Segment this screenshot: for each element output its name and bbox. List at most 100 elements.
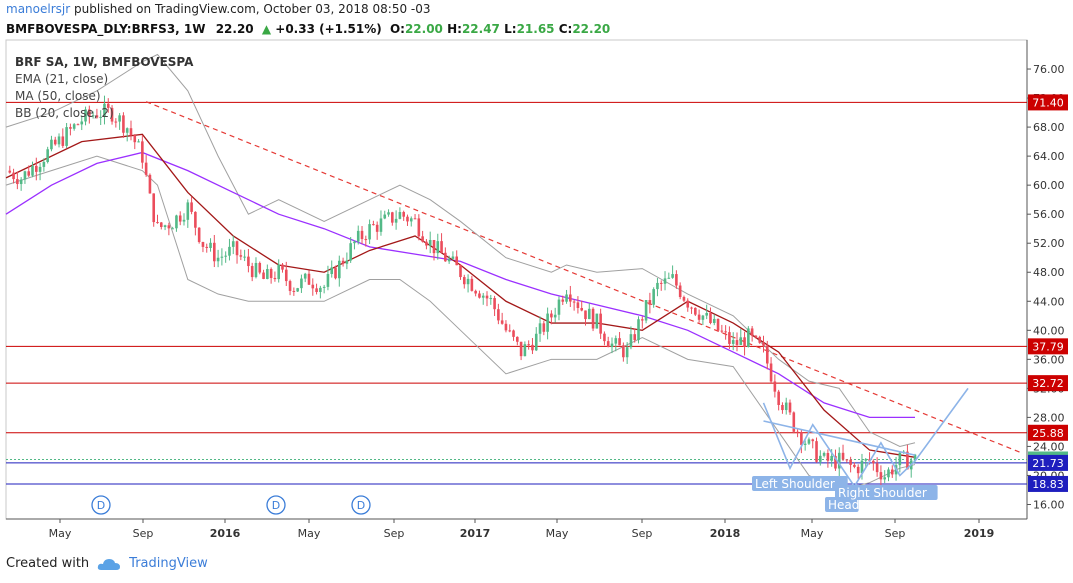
candle-up bbox=[31, 165, 34, 176]
candle-up bbox=[538, 323, 542, 334]
candle-down bbox=[542, 323, 546, 332]
price-label-box bbox=[1028, 424, 1068, 441]
candle-down bbox=[762, 342, 765, 346]
candle-down bbox=[417, 218, 421, 237]
candle-down bbox=[262, 272, 265, 279]
legend-ema[interactable]: EMA (21, close) bbox=[15, 72, 109, 86]
candle-down bbox=[288, 281, 292, 291]
candle-down bbox=[440, 241, 443, 253]
candle-up bbox=[91, 115, 95, 117]
candle-down bbox=[841, 452, 845, 460]
pattern-label-box bbox=[825, 497, 859, 512]
candle-up bbox=[819, 455, 822, 462]
ma50-line bbox=[5, 151, 915, 419]
candle-up bbox=[387, 212, 390, 215]
candle-down bbox=[754, 335, 758, 337]
candle-up bbox=[224, 255, 227, 257]
candle-down bbox=[53, 139, 57, 145]
candle-down bbox=[500, 320, 504, 324]
x-tick-label: 2019 bbox=[964, 527, 995, 540]
candle-down bbox=[391, 212, 394, 223]
candle-down bbox=[508, 330, 512, 332]
candle-up bbox=[84, 109, 87, 122]
candle-down bbox=[235, 241, 239, 256]
candle-down bbox=[792, 412, 796, 432]
low-label: L: bbox=[504, 22, 517, 36]
pattern-label: Right Shoulder bbox=[838, 486, 927, 500]
candle-up bbox=[220, 256, 224, 258]
candle-down bbox=[364, 239, 368, 241]
candle-down bbox=[341, 260, 345, 264]
candle-down bbox=[281, 264, 284, 270]
candle-down bbox=[765, 345, 769, 364]
candle-down bbox=[194, 211, 197, 228]
high-label: H: bbox=[447, 22, 462, 36]
candle-down bbox=[122, 115, 125, 133]
candle-up bbox=[712, 318, 716, 324]
candle-down bbox=[633, 334, 637, 341]
candle-down bbox=[205, 246, 209, 248]
candle-up bbox=[614, 338, 618, 344]
candle-down bbox=[190, 202, 193, 212]
candle-up bbox=[451, 256, 455, 259]
candle-up bbox=[629, 334, 633, 348]
candle-up bbox=[19, 179, 23, 185]
candle-down bbox=[527, 344, 530, 346]
candle-down bbox=[690, 307, 693, 309]
candle-down bbox=[213, 242, 216, 262]
candle-down bbox=[360, 230, 364, 240]
y-tick-label: 40.00 bbox=[1033, 324, 1065, 337]
candle-down bbox=[95, 115, 99, 118]
candle-up bbox=[118, 115, 121, 122]
head-shoulders-pattern bbox=[762, 387, 969, 488]
candle-up bbox=[864, 459, 868, 461]
candle-down bbox=[694, 307, 697, 315]
downtrend-line bbox=[145, 101, 1024, 455]
change-value: +0.33 (+1.51%) bbox=[275, 22, 382, 36]
candle-up bbox=[50, 139, 53, 150]
last-price: 22.20 bbox=[215, 22, 254, 36]
candle-down bbox=[311, 284, 315, 289]
tradingview-brand-link[interactable]: TradingView bbox=[129, 556, 208, 571]
x-tick-label: May bbox=[801, 527, 824, 540]
low-value: 21.65 bbox=[516, 22, 555, 36]
candle-down bbox=[156, 222, 159, 224]
candle-down bbox=[421, 236, 424, 242]
candle-up bbox=[326, 274, 330, 287]
candle-down bbox=[61, 136, 65, 146]
candle-down bbox=[856, 466, 860, 474]
pattern-label-box bbox=[835, 485, 938, 500]
candle-down bbox=[35, 165, 38, 172]
candle-up bbox=[46, 149, 49, 162]
candle-down bbox=[239, 255, 243, 257]
candle-up bbox=[300, 278, 303, 289]
candle-down bbox=[110, 107, 114, 122]
candle-down bbox=[106, 103, 110, 108]
candle-up bbox=[747, 328, 750, 348]
candle-up bbox=[243, 256, 246, 258]
candle-down bbox=[493, 298, 496, 310]
candle-up bbox=[784, 402, 788, 411]
candle-down bbox=[152, 193, 156, 223]
candle-down bbox=[474, 290, 477, 294]
candle-up bbox=[667, 277, 671, 279]
candle-up bbox=[822, 453, 826, 456]
candle-up bbox=[887, 469, 890, 478]
candle-up bbox=[610, 343, 614, 348]
candle-down bbox=[853, 464, 856, 467]
candle-down bbox=[826, 453, 830, 461]
legend-bb[interactable]: BB (20, close, 2) bbox=[15, 106, 114, 120]
candle-up bbox=[57, 136, 61, 145]
candle-down bbox=[462, 277, 466, 285]
candle-up bbox=[330, 267, 334, 275]
price-label: 25.88 bbox=[1032, 427, 1064, 440]
candle-down bbox=[531, 344, 534, 351]
legend-ma[interactable]: MA (50, close) bbox=[15, 89, 101, 103]
candle-up bbox=[345, 260, 349, 264]
candle-down bbox=[815, 441, 818, 462]
candle-up bbox=[171, 228, 174, 230]
author-link[interactable]: manoelrsjr bbox=[6, 2, 71, 16]
dividend-marker-label: D bbox=[357, 499, 365, 512]
candle-down bbox=[12, 172, 15, 180]
